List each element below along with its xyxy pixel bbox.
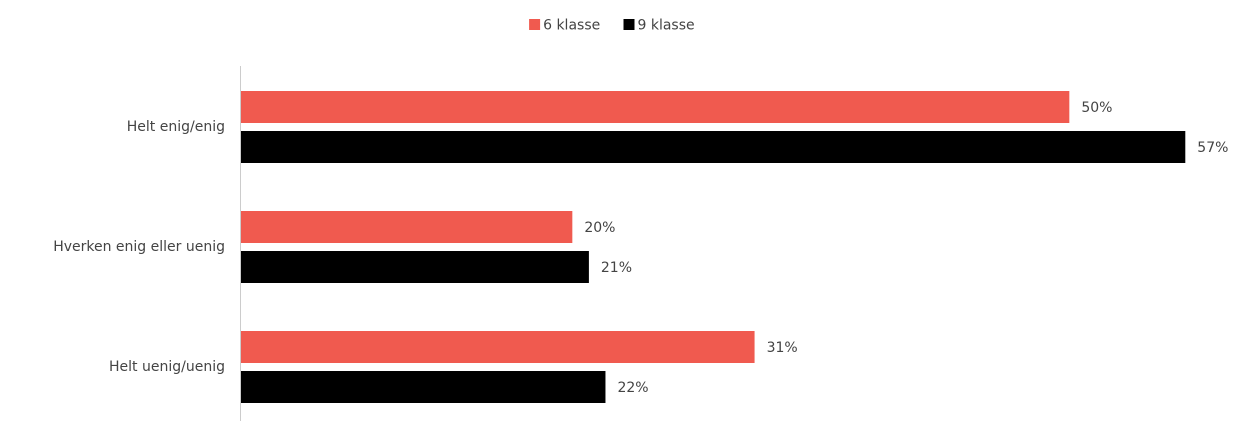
bar bbox=[241, 211, 573, 243]
legend-label: 9 klasse bbox=[638, 18, 695, 34]
value-label: 22% bbox=[617, 380, 648, 396]
legend-swatch bbox=[529, 19, 541, 30]
legend-swatch bbox=[623, 19, 635, 30]
value-label: 57% bbox=[1197, 140, 1228, 156]
category-label: Hverken enig eller uenig bbox=[53, 239, 225, 255]
bar bbox=[241, 251, 589, 283]
value-label: 50% bbox=[1081, 100, 1112, 116]
legend-label: 6 klasse bbox=[543, 18, 600, 34]
category-label: Helt enig/enig bbox=[127, 119, 225, 135]
value-label: 21% bbox=[601, 260, 632, 276]
category-label: Helt uenig/uenig bbox=[109, 359, 225, 375]
bar bbox=[241, 371, 606, 403]
value-label: 20% bbox=[584, 220, 615, 236]
bar bbox=[241, 91, 1070, 123]
bar bbox=[241, 331, 755, 363]
value-label: 31% bbox=[767, 340, 798, 356]
bar bbox=[241, 131, 1186, 163]
